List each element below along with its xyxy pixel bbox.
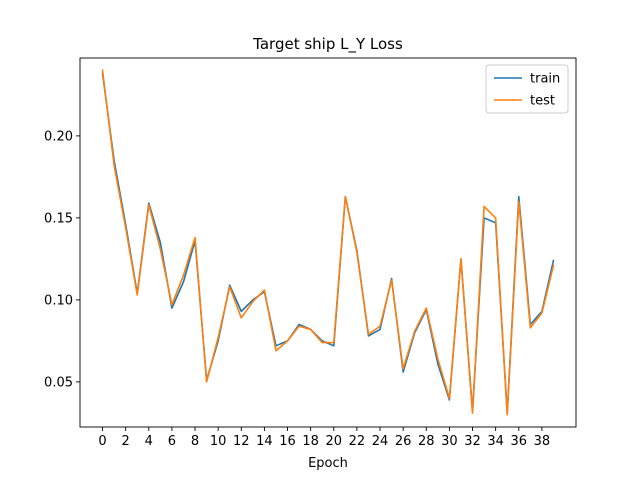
- x-tick-label: 12: [233, 434, 250, 449]
- x-tick-label: 26: [395, 434, 412, 449]
- x-tick-label: 10: [210, 434, 227, 449]
- x-tick-label: 22: [349, 434, 366, 449]
- x-tick-label: 28: [418, 434, 435, 449]
- x-tick-label: 24: [372, 434, 389, 449]
- x-tick-label: 4: [145, 434, 153, 449]
- legend-box: [485, 64, 569, 114]
- x-tick-label: 0: [98, 434, 106, 449]
- x-axis-label: Epoch: [308, 456, 348, 471]
- x-tick-label: 38: [534, 434, 551, 449]
- legend-label-train: train: [530, 72, 560, 87]
- y-tick-label: 0.15: [44, 211, 73, 226]
- legend-label-test: test: [530, 94, 555, 109]
- x-tick-label: 14: [256, 434, 273, 449]
- x-tick-label: 18: [302, 434, 319, 449]
- x-tick-label: 8: [191, 434, 199, 449]
- x-tick-label: 6: [168, 434, 176, 449]
- y-tick-label: 0.10: [44, 293, 73, 308]
- x-tick-label: 32: [464, 434, 481, 449]
- y-tick-label: 0.05: [44, 375, 73, 390]
- x-tick-label: 34: [487, 434, 504, 449]
- chart-title: Target ship L_Y Loss: [252, 35, 403, 54]
- plot-area: 0 2 4 6 8 10 12 14 16 18 20 22 24 26 28 30 32 34 36 380.050…: [44, 57, 577, 449]
- x-tick-label: 36: [510, 434, 527, 449]
- x-tick-label: 2: [122, 434, 130, 449]
- axes-frame: [79, 57, 577, 428]
- y-tick-label: 0.20: [44, 129, 73, 144]
- x-tick-label: 16: [279, 434, 296, 449]
- x-tick-label: 20: [326, 434, 343, 449]
- series-line-test: [101, 69, 555, 416]
- x-tick-label: 30: [441, 434, 458, 449]
